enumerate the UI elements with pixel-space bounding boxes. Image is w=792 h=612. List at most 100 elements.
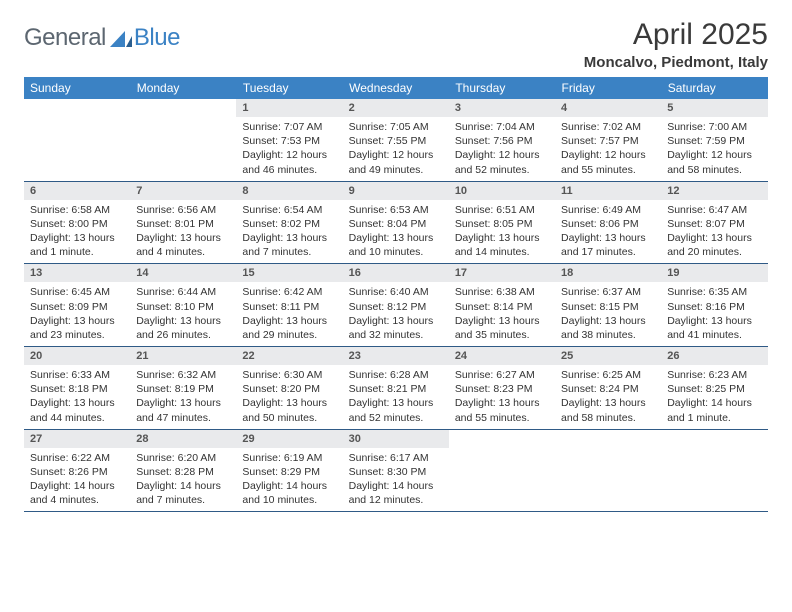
day-number-cell: 27 [24,429,130,448]
day-number-cell: 9 [343,181,449,200]
sunrise-text: Sunrise: 6:37 AM [561,285,655,299]
day-number-row: 20212223242526 [24,347,768,366]
brand-text-right: Blue [134,24,180,52]
daylight-text: Daylight: 13 hours and 26 minutes. [136,314,230,342]
day-number-cell: 29 [236,429,342,448]
day-body-cell [130,117,236,181]
daylight-text: Daylight: 13 hours and 17 minutes. [561,231,655,259]
day-number-cell: 28 [130,429,236,448]
day-details: Sunrise: 6:53 AMSunset: 8:04 PMDaylight:… [343,200,449,264]
daylight-text: Daylight: 13 hours and 50 minutes. [242,396,336,424]
day-details: Sunrise: 6:28 AMSunset: 8:21 PMDaylight:… [343,365,449,429]
weekday-header: Saturday [661,77,767,99]
day-body-cell [24,117,130,181]
sunrise-text: Sunrise: 6:33 AM [30,368,124,382]
day-number-cell: 25 [555,347,661,366]
daylight-text: Daylight: 13 hours and 29 minutes. [242,314,336,342]
day-body-cell: Sunrise: 6:37 AMSunset: 8:15 PMDaylight:… [555,282,661,346]
day-number-cell: 17 [449,264,555,283]
day-number-cell: 20 [24,347,130,366]
daylight-text: Daylight: 13 hours and 52 minutes. [349,396,443,424]
sunrise-text: Sunrise: 6:53 AM [349,203,443,217]
sunrise-text: Sunrise: 6:28 AM [349,368,443,382]
sunrise-text: Sunrise: 7:04 AM [455,120,549,134]
day-details: Sunrise: 7:00 AMSunset: 7:59 PMDaylight:… [661,117,767,181]
brand-text-left: General [24,24,106,52]
day-details: Sunrise: 6:54 AMSunset: 8:02 PMDaylight:… [236,200,342,264]
day-number-row: 27282930 [24,429,768,448]
sunrise-text: Sunrise: 6:23 AM [667,368,761,382]
page-subtitle: Moncalvo, Piedmont, Italy [584,54,768,71]
day-details: Sunrise: 6:35 AMSunset: 8:16 PMDaylight:… [661,282,767,346]
day-number-cell [24,99,130,117]
sunset-text: Sunset: 8:19 PM [136,382,230,396]
day-body-cell [449,448,555,512]
sunset-text: Sunset: 8:21 PM [349,382,443,396]
daylight-text: Daylight: 13 hours and 41 minutes. [667,314,761,342]
sunset-text: Sunset: 8:30 PM [349,465,443,479]
day-body-cell: Sunrise: 6:27 AMSunset: 8:23 PMDaylight:… [449,365,555,429]
day-number-cell: 18 [555,264,661,283]
day-number-cell: 24 [449,347,555,366]
sunset-text: Sunset: 8:28 PM [136,465,230,479]
day-number-cell: 22 [236,347,342,366]
day-body-cell: Sunrise: 6:28 AMSunset: 8:21 PMDaylight:… [343,365,449,429]
sunrise-text: Sunrise: 6:58 AM [30,203,124,217]
day-number-cell: 16 [343,264,449,283]
day-body-cell: Sunrise: 6:33 AMSunset: 8:18 PMDaylight:… [24,365,130,429]
day-number-cell [130,99,236,117]
sunset-text: Sunset: 8:02 PM [242,217,336,231]
day-details: Sunrise: 7:04 AMSunset: 7:56 PMDaylight:… [449,117,555,181]
day-details: Sunrise: 6:40 AMSunset: 8:12 PMDaylight:… [343,282,449,346]
sunset-text: Sunset: 8:18 PM [30,382,124,396]
day-details: Sunrise: 7:05 AMSunset: 7:55 PMDaylight:… [343,117,449,181]
day-body-cell: Sunrise: 7:05 AMSunset: 7:55 PMDaylight:… [343,117,449,181]
day-body-cell: Sunrise: 6:30 AMSunset: 8:20 PMDaylight:… [236,365,342,429]
day-body-cell: Sunrise: 6:22 AMSunset: 8:26 PMDaylight:… [24,448,130,512]
day-number-cell: 2 [343,99,449,117]
day-details: Sunrise: 6:51 AMSunset: 8:05 PMDaylight:… [449,200,555,264]
day-body-cell: Sunrise: 6:25 AMSunset: 8:24 PMDaylight:… [555,365,661,429]
day-number-cell: 21 [130,347,236,366]
day-body-cell: Sunrise: 6:20 AMSunset: 8:28 PMDaylight:… [130,448,236,512]
sunset-text: Sunset: 8:07 PM [667,217,761,231]
daylight-text: Daylight: 14 hours and 7 minutes. [136,479,230,507]
sunrise-text: Sunrise: 6:32 AM [136,368,230,382]
day-details: Sunrise: 7:02 AMSunset: 7:57 PMDaylight:… [555,117,661,181]
day-body-cell: Sunrise: 6:49 AMSunset: 8:06 PMDaylight:… [555,200,661,264]
sunset-text: Sunset: 8:20 PM [242,382,336,396]
sunset-text: Sunset: 8:25 PM [667,382,761,396]
day-number-row: 13141516171819 [24,264,768,283]
day-number-cell: 7 [130,181,236,200]
day-number-cell: 6 [24,181,130,200]
daylight-text: Daylight: 12 hours and 58 minutes. [667,148,761,176]
sunset-text: Sunset: 8:05 PM [455,217,549,231]
day-number-cell: 19 [661,264,767,283]
day-details: Sunrise: 6:44 AMSunset: 8:10 PMDaylight:… [130,282,236,346]
day-body-row: Sunrise: 6:33 AMSunset: 8:18 PM Daylight:… [24,365,768,429]
day-body-cell: Sunrise: 7:04 AMSunset: 7:56 PMDaylight:… [449,117,555,181]
day-body-cell [661,448,767,512]
day-body-cell: Sunrise: 6:40 AMSunset: 8:12 PMDaylight:… [343,282,449,346]
daylight-text: Daylight: 12 hours and 46 minutes. [242,148,336,176]
sunrise-text: Sunrise: 6:38 AM [455,285,549,299]
day-details: Sunrise: 6:23 AMSunset: 8:25 PMDaylight:… [661,365,767,429]
day-body-cell: Sunrise: 6:38 AMSunset: 8:14 PMDaylight:… [449,282,555,346]
weekday-header: Tuesday [236,77,342,99]
day-details: Sunrise: 6:25 AMSunset: 8:24 PMDaylight:… [555,365,661,429]
day-body-cell: Sunrise: 6:23 AMSunset: 8:25 PMDaylight:… [661,365,767,429]
sunset-text: Sunset: 7:56 PM [455,134,549,148]
sunrise-text: Sunrise: 7:05 AM [349,120,443,134]
day-body-cell: Sunrise: 7:07 AMSunset: 7:53 PMDaylight:… [236,117,342,181]
sunrise-text: Sunrise: 6:19 AM [242,451,336,465]
day-number-row: 12345 [24,99,768,117]
day-number-cell: 3 [449,99,555,117]
daylight-text: Daylight: 13 hours and 4 minutes. [136,231,230,259]
day-number-cell: 1 [236,99,342,117]
day-details: Sunrise: 6:45 AMSunset: 8:09 PMDaylight:… [24,282,130,346]
day-body-cell: Sunrise: 6:35 AMSunset: 8:16 PMDaylight:… [661,282,767,346]
sunset-text: Sunset: 8:14 PM [455,300,549,314]
weekday-header: Thursday [449,77,555,99]
day-body-cell: Sunrise: 6:17 AMSunset: 8:30 PMDaylight:… [343,448,449,512]
day-body-cell: Sunrise: 6:44 AMSunset: 8:10 PMDaylight:… [130,282,236,346]
